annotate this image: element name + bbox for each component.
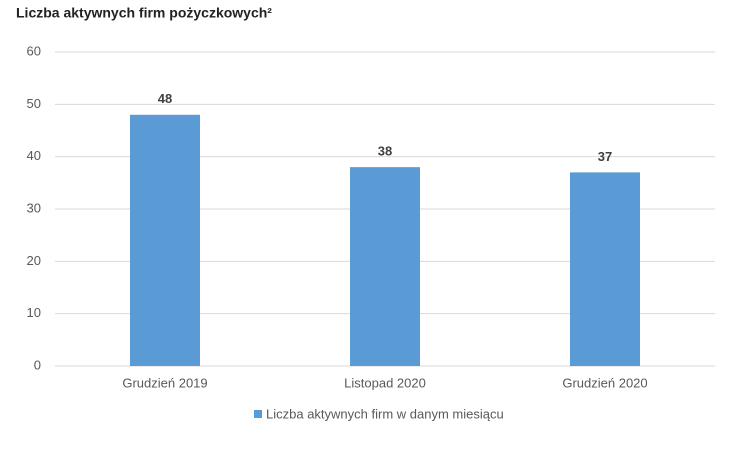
bar xyxy=(130,114,200,366)
legend-swatch xyxy=(254,410,262,418)
y-tick-label: 30 xyxy=(27,200,41,215)
legend-label: Liczba aktywnych firm w danym miesiącu xyxy=(266,406,504,421)
data-label: 37 xyxy=(598,149,612,164)
y-tick-label: 0 xyxy=(34,357,41,372)
y-tick-label: 60 xyxy=(27,43,41,58)
x-tick-label: Grudzień 2020 xyxy=(562,375,647,390)
bar xyxy=(350,167,420,366)
data-label: 48 xyxy=(158,91,172,106)
y-tick-label: 40 xyxy=(27,148,41,163)
chart-title: Liczba aktywnych firm pożyczkowych² xyxy=(16,5,272,21)
x-tick-label: Grudzień 2019 xyxy=(122,375,207,390)
y-tick-label: 10 xyxy=(27,305,41,320)
y-tick-label: 50 xyxy=(27,96,41,111)
x-tick-label: Listopad 2020 xyxy=(344,375,426,390)
y-tick-label: 20 xyxy=(27,253,41,268)
data-label: 38 xyxy=(378,144,392,159)
bar xyxy=(570,172,640,366)
